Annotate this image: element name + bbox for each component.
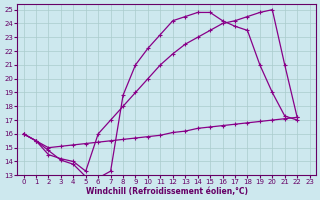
X-axis label: Windchill (Refroidissement éolien,°C): Windchill (Refroidissement éolien,°C) (85, 187, 248, 196)
